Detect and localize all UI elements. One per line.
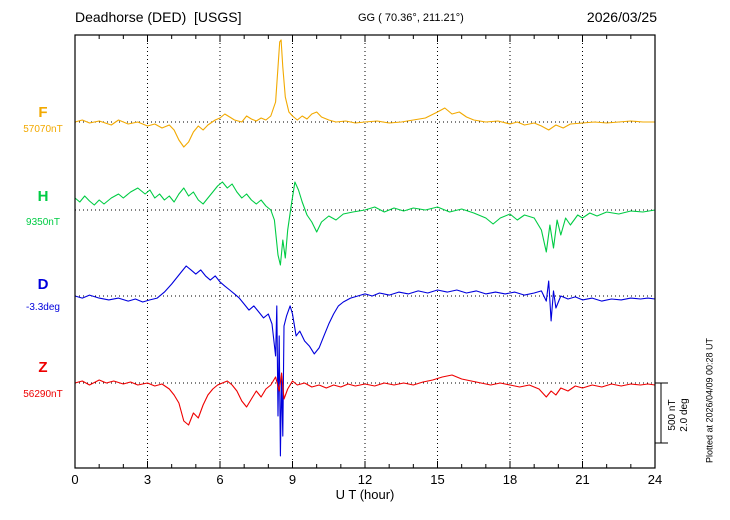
x-tick-label: 12 — [358, 472, 372, 487]
x-tick-label: 0 — [71, 472, 78, 487]
x-tick-label: 15 — [430, 472, 444, 487]
plot-border — [74, 34, 656, 469]
trace-value-z: 56290nT — [23, 389, 63, 400]
trace-value-d: -3.3deg — [26, 302, 60, 313]
trace-z — [74, 372, 656, 426]
geographic-coords: GG ( 70.36°, 211.21°) — [358, 12, 464, 24]
trace-label-h: H — [37, 188, 49, 205]
trace-value-f: 57070nT — [23, 124, 63, 135]
x-tick-label: 3 — [144, 472, 151, 487]
x-tick-label: 21 — [575, 472, 589, 487]
x-tick-label: 9 — [289, 472, 296, 487]
trace-h — [74, 181, 656, 266]
x-axis-label: U T (hour) — [335, 487, 395, 502]
x-tick-label: 6 — [216, 472, 223, 487]
trace-label-d: D — [37, 276, 49, 293]
trace-f — [74, 39, 655, 148]
trace-label-f: F — [38, 104, 48, 121]
scale-nt-label: 500 nT — [667, 399, 678, 431]
amplitude-scale-label: 500 nT 2.0 deg — [667, 383, 691, 447]
x-tick-label: 24 — [648, 472, 662, 487]
x-tick-label: 18 — [503, 472, 517, 487]
trace-label-z: Z — [38, 359, 48, 376]
scale-deg-label: 2.0 deg — [679, 398, 690, 432]
trace-value-h: 9350nT — [26, 217, 60, 228]
trace-d — [74, 265, 656, 457]
station-title: Deadhorse (DED) [USGS] — [75, 9, 242, 25]
plot-date: 2026/03/25 — [586, 9, 657, 25]
plotted-at-note: Plotted at 2026/04/09 00:28 UT — [704, 337, 715, 464]
